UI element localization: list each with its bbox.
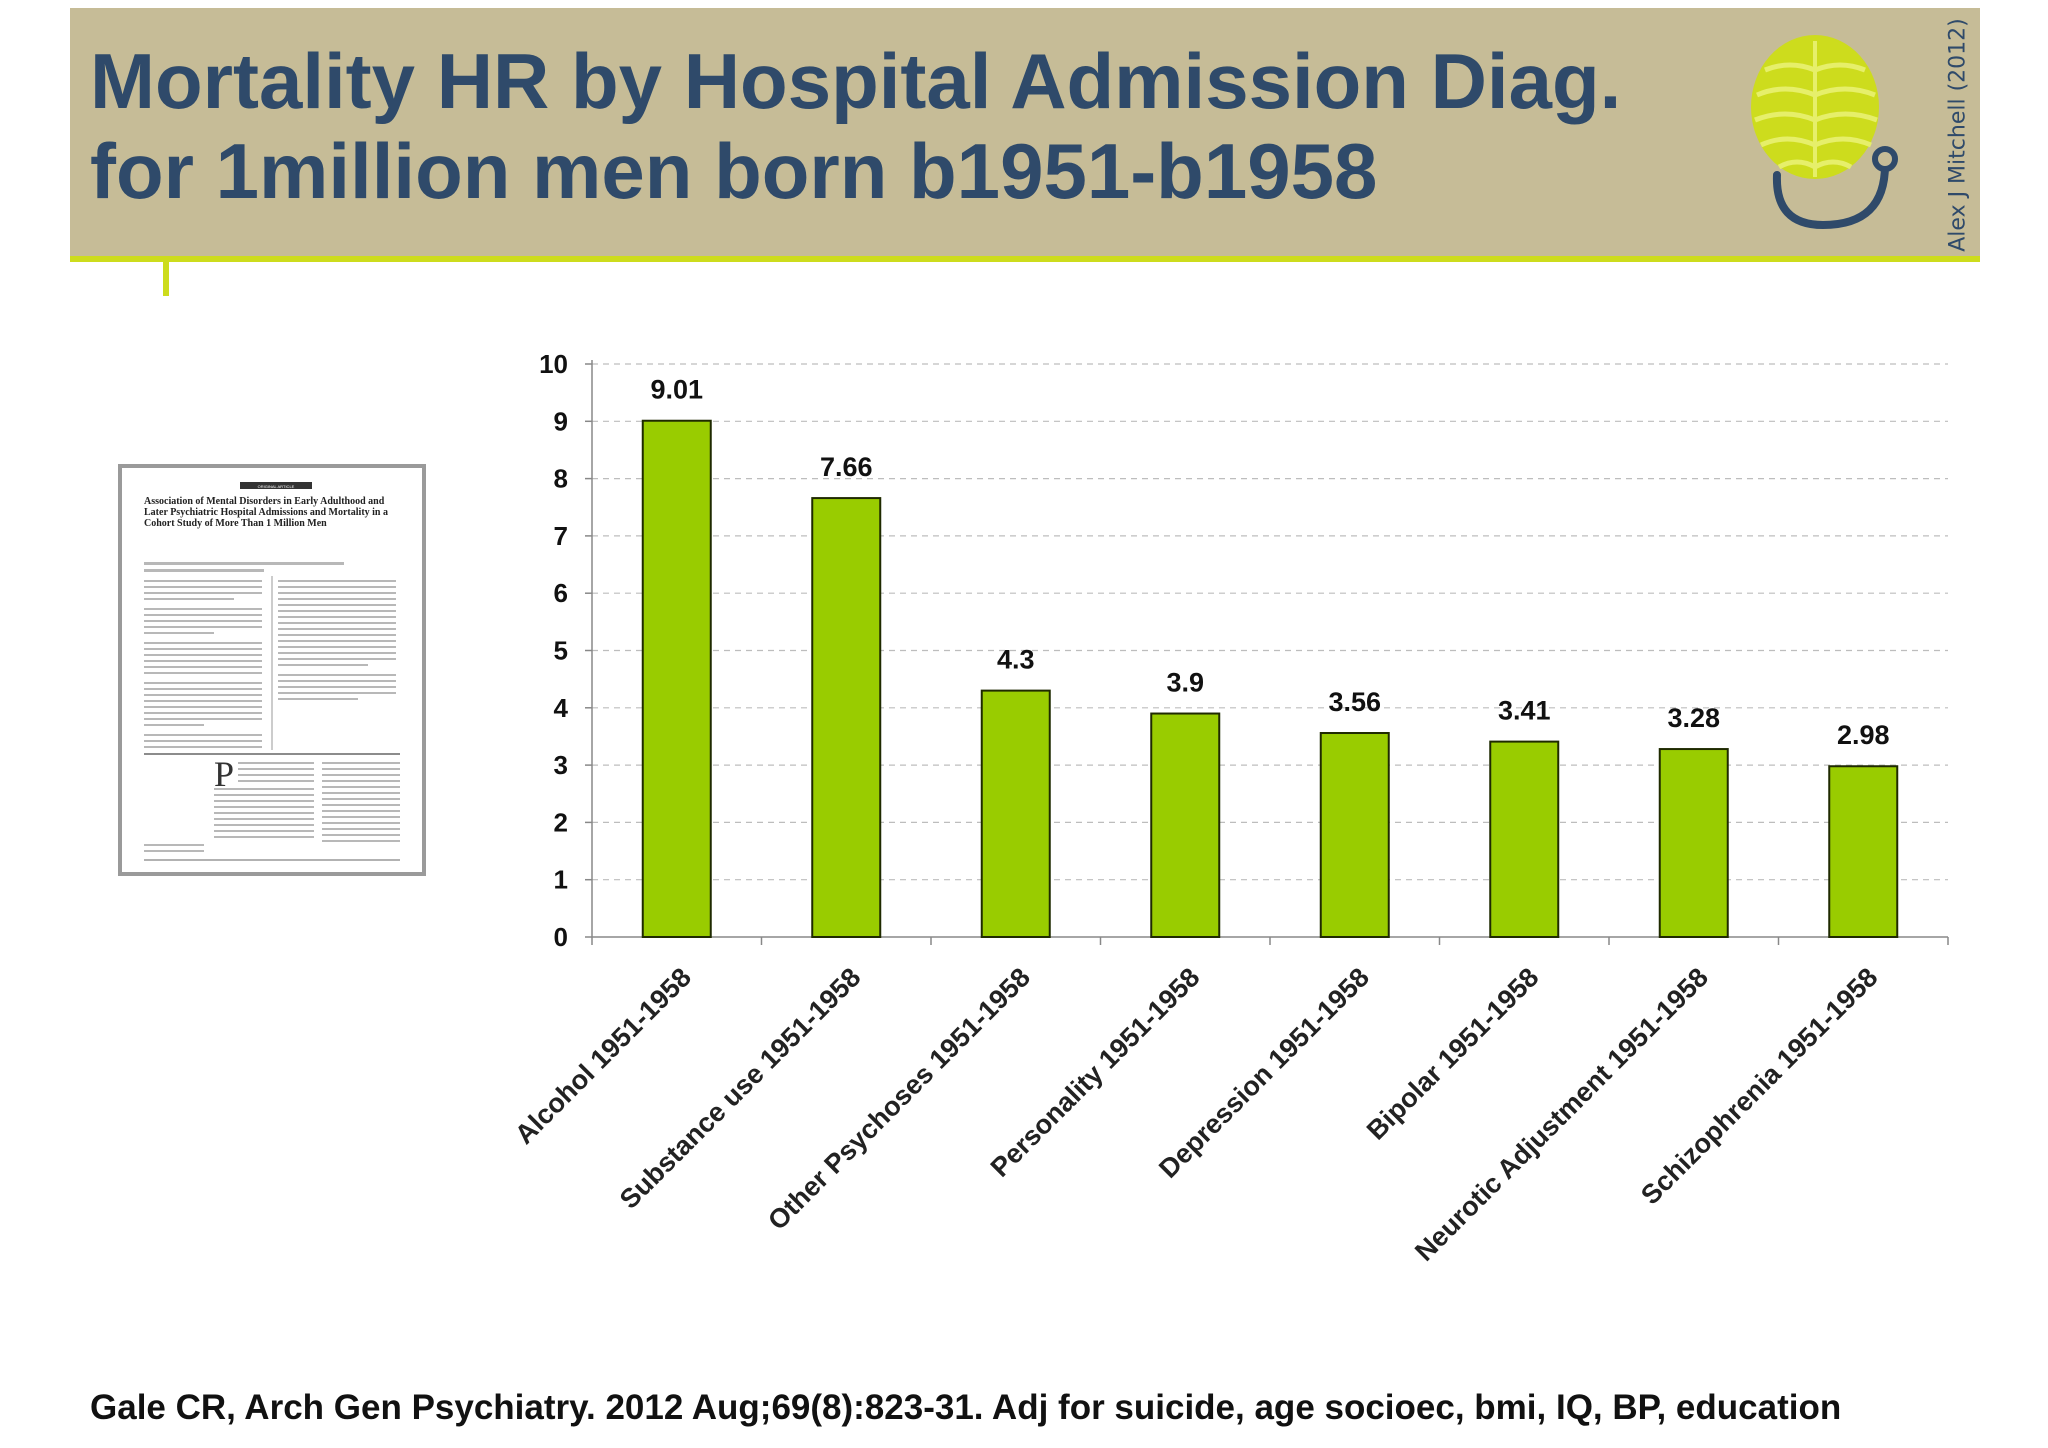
bar-1 xyxy=(811,497,882,938)
y-tick-label-1: 1 xyxy=(554,865,568,895)
gridlines xyxy=(592,363,1948,881)
paper-title: Association of Mental Disorders in Early… xyxy=(144,496,388,529)
y-tick-label-8: 8 xyxy=(554,464,568,494)
stethoscope-shape xyxy=(1772,146,1898,230)
data-label-0: 9.01 xyxy=(650,375,703,405)
bar-2 xyxy=(980,689,1051,938)
bar-3 xyxy=(1150,712,1221,939)
bar-6 xyxy=(1658,748,1729,939)
y-tick-label-10: 10 xyxy=(539,349,568,379)
bar-4 xyxy=(1319,732,1390,939)
citation: Gale CR, Arch Gen Psychiatry. 2012 Aug;6… xyxy=(90,1388,1842,1427)
slide-title-line-1: Mortality HR by Hospital Admission Diag. xyxy=(90,37,1622,125)
data-label-7: 2.98 xyxy=(1837,720,1890,750)
paper-body-lines xyxy=(144,762,400,852)
paper-thumbnail: ORIGINAL ARTICLE Association of Mental D… xyxy=(118,464,426,876)
y-tick-label-5: 5 xyxy=(554,636,568,666)
paper-text-lines xyxy=(144,562,396,748)
header-accent-line xyxy=(70,256,1980,262)
bar-7 xyxy=(1828,765,1899,938)
axes xyxy=(585,360,1949,945)
header-accent-tick xyxy=(163,262,169,296)
data-label-2: 4.3 xyxy=(997,645,1035,675)
data-label-5: 3.41 xyxy=(1498,696,1551,726)
bar-0 xyxy=(641,419,712,938)
bar-5 xyxy=(1489,740,1560,938)
y-tick-label-7: 7 xyxy=(554,521,568,551)
y-tick-label-2: 2 xyxy=(554,807,568,837)
brain-shape xyxy=(1751,35,1879,179)
y-tick-label-0: 0 xyxy=(554,922,568,952)
y-tick-label-9: 9 xyxy=(554,406,568,436)
bars xyxy=(641,419,1899,939)
category-label-5: Bipolar 1951-1958 xyxy=(1361,962,1545,1146)
y-tick-label-3: 3 xyxy=(554,750,568,780)
category-label-0: Alcohol 1951-1958 xyxy=(509,962,697,1150)
y-tick-label-6: 6 xyxy=(554,578,568,608)
data-label-3: 3.9 xyxy=(1166,668,1204,698)
data-label-4: 3.56 xyxy=(1328,687,1381,717)
paper-dropcap: P xyxy=(214,754,234,794)
slide-title-line-2: for 1million men born b1951-b1958 xyxy=(90,127,1378,215)
category-label-6: Neurotic Adjustment 1951-1958 xyxy=(1409,962,1714,1267)
stethoscope-brain-logo-icon xyxy=(1751,35,1898,230)
header-band xyxy=(70,8,1980,258)
paper-badge: ORIGINAL ARTICLE xyxy=(258,484,295,489)
data-label-6: 3.28 xyxy=(1667,703,1720,733)
y-tick-label-4: 4 xyxy=(554,693,569,723)
data-label-1: 7.66 xyxy=(820,452,873,482)
slide-title: Mortality HR by Hospital Admission Diag.… xyxy=(90,36,1621,216)
